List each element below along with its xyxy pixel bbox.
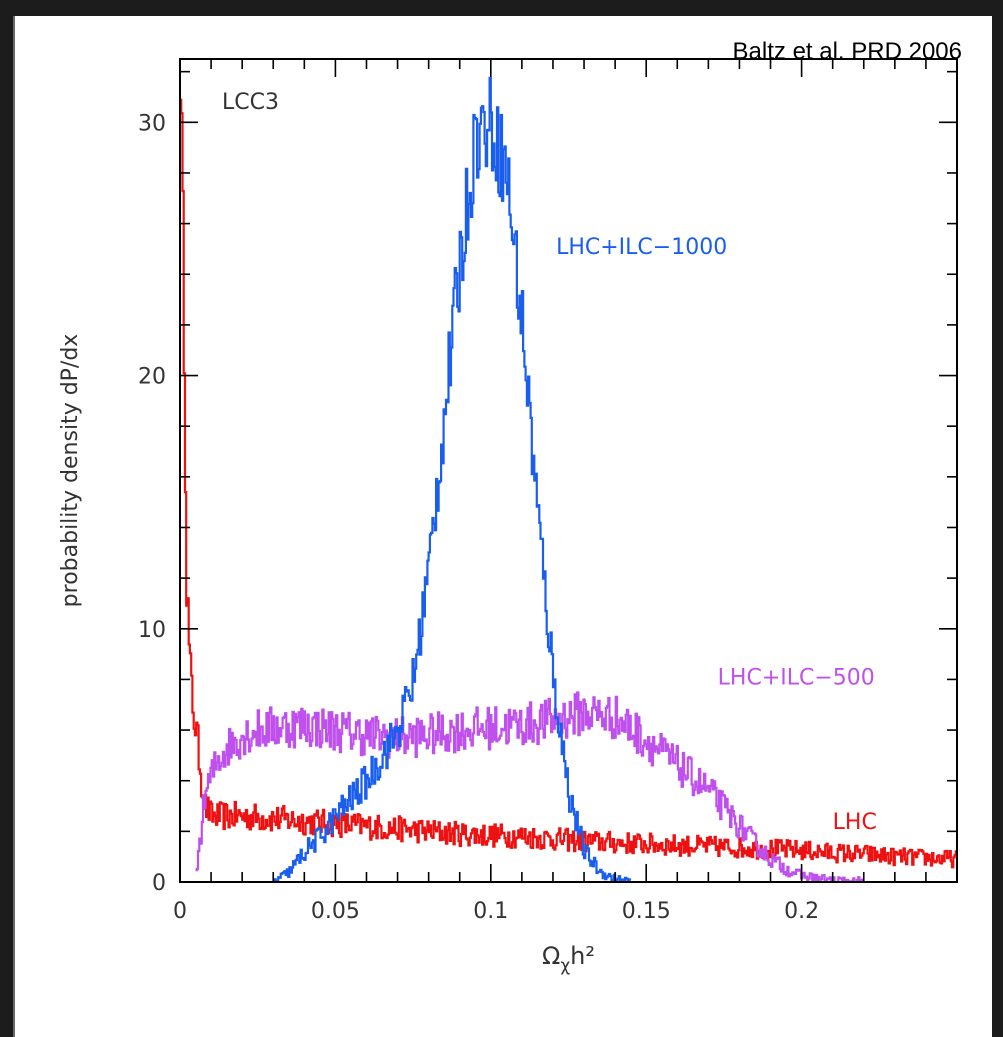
- series-lhc-line: [180, 98, 957, 869]
- tick-layer: 0 0.05 0.1 0.15 0.2 0 10 20 30: [138, 59, 958, 924]
- x-tick-label: 0.1: [473, 899, 508, 924]
- panel-label: LCC3: [222, 90, 279, 115]
- y-tick-label: 30: [138, 111, 166, 136]
- series-lhc-ilc-500-label: LHC+ILC−500: [718, 665, 875, 690]
- x-tick-label: 0.15: [622, 899, 671, 924]
- series-lhc-label: LHC: [833, 810, 877, 835]
- x-tick-label: 0.05: [311, 899, 360, 924]
- series-lhc-ilc-1000-label: LHC+ILC−1000: [556, 235, 727, 260]
- chart: 0 0.05 0.1 0.15 0.2 0 10 20 30 LCC3 probability …: [58, 58, 958, 976]
- x-tick-label: 0: [173, 899, 187, 924]
- series-lhc-ilc-500-line: [195, 691, 865, 882]
- x-axis-label-sub: χ: [560, 956, 570, 976]
- y-tick-label: 20: [138, 365, 166, 390]
- label-layer: LCC3 probability density dP/dx Ωχh² LHC L…: [58, 90, 877, 976]
- y-tick-label: 10: [138, 618, 166, 643]
- x-tick-label: 0.2: [784, 899, 819, 924]
- series-lhc-ilc-1000-line: [273, 76, 632, 882]
- plot-frame: [179, 58, 958, 883]
- y-axis-label: probability density dP/dx: [58, 334, 83, 608]
- x-axis-label-suffix: h²: [570, 942, 595, 970]
- series-layer: [180, 76, 957, 882]
- x-axis-label-omega: Ω: [542, 942, 560, 970]
- figure-panel: Baltz et al. PRD 2006 0 0.05 0.1 0.15 0.2 0 10…: [13, 16, 992, 1037]
- y-tick-label: 0: [152, 871, 166, 896]
- x-axis-label: Ωχh²: [542, 942, 595, 976]
